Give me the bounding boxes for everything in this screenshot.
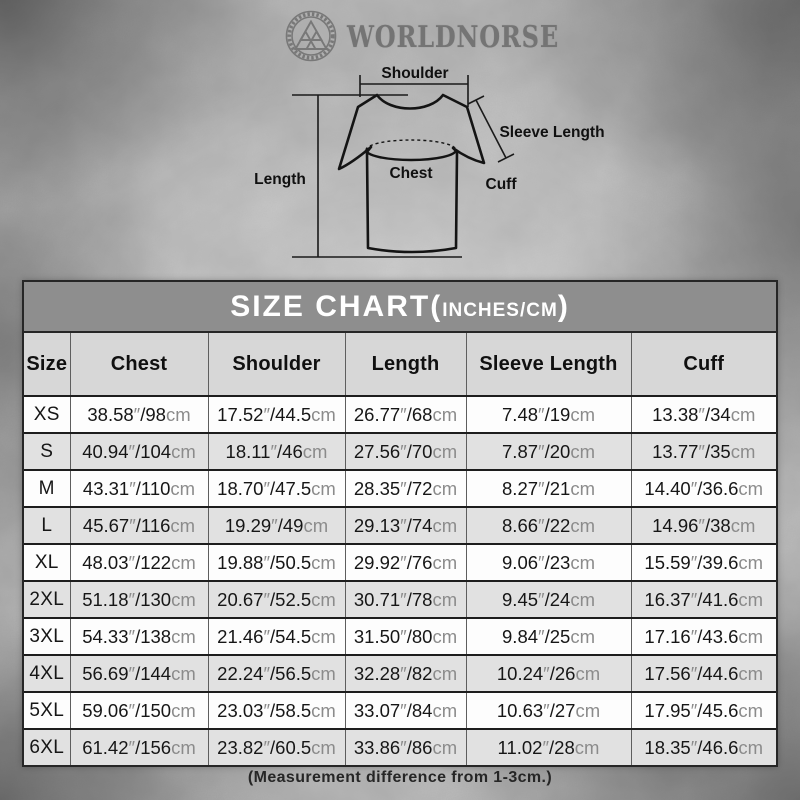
table-row-6xl: 6XL 61.42″/156cm 23.82″/60.5cm 33.86″/86cm 1… bbox=[24, 728, 776, 765]
table-row-s: S 40.94″/104cm 18.11″/46cm 27.56″/70cm 7.87″… bbox=[24, 432, 776, 470]
measurement-cell-sleeve-length: 10.63″/27cm bbox=[465, 691, 631, 729]
column-header-sleeve-length: Sleeve Length bbox=[465, 333, 631, 396]
measurement-cell-shoulder: 20.67″/52.5cm bbox=[207, 580, 345, 618]
size-cell: 2XL bbox=[24, 580, 70, 618]
measurement-cell-cuff: 17.95″/45.6cm bbox=[630, 691, 776, 729]
table-row-5xl: 5XL 59.06″/150cm 23.03″/58.5cm 33.07″/84cm 1… bbox=[24, 691, 776, 729]
table-row-l: L 45.67″/116cm 19.29″/49cm 29.13″/74cm 8.66″… bbox=[24, 506, 776, 544]
measurement-cell-cuff: 18.35″/46.6cm bbox=[630, 728, 776, 765]
length-dimension-line bbox=[292, 94, 462, 258]
measurement-cell-sleeve-length: 8.27″/21cm bbox=[465, 469, 631, 507]
measurement-cell-shoulder: 23.82″/60.5cm bbox=[207, 728, 345, 765]
measurement-cell-shoulder: 23.03″/58.5cm bbox=[207, 691, 345, 729]
measurement-cell-chest: 61.42″/156cm bbox=[69, 728, 208, 765]
measurement-cell-chest: 38.58″/98cm bbox=[69, 395, 208, 433]
measurement-cell-sleeve-length: 9.84″/25cm bbox=[465, 617, 631, 655]
size-table: Size Chest Shoulder Length Sleeve Length Cuff… bbox=[24, 333, 776, 765]
measurement-cell-cuff: 15.59″/39.6cm bbox=[630, 543, 776, 581]
measurement-cell-shoulder: 18.11″/46cm bbox=[207, 432, 345, 470]
diagram-label-chest: Chest bbox=[389, 165, 432, 182]
measurement-cell-shoulder: 19.88″/50.5cm bbox=[207, 543, 345, 581]
tshirt-measurement-diagram: Shoulder Sleeve Length Length Chest Cuff bbox=[254, 65, 605, 258]
measurement-cell-cuff: 16.37″/41.6cm bbox=[630, 580, 776, 618]
measurement-cell-chest: 43.31″/110cm bbox=[69, 469, 208, 507]
column-header-chest: Chest bbox=[69, 333, 208, 396]
size-cell: L bbox=[24, 506, 70, 544]
measurement-cell-sleeve-length: 9.45″/24cm bbox=[465, 580, 631, 618]
size-cell: S bbox=[24, 432, 70, 470]
measurement-cell-cuff: 13.38″/34cm bbox=[630, 395, 776, 433]
column-header-shoulder: Shoulder bbox=[207, 333, 345, 396]
size-chart-title-text: SIZE CHART( bbox=[230, 290, 443, 323]
diagram-label-sleeve-length: Sleeve Length bbox=[499, 124, 604, 141]
measurement-cell-length: 29.13″/74cm bbox=[344, 506, 466, 544]
measurement-cell-length: 31.50″/80cm bbox=[344, 617, 466, 655]
measurement-cell-shoulder: 22.24″/56.5cm bbox=[207, 654, 345, 692]
measurement-cell-length: 32.28″/82cm bbox=[344, 654, 466, 692]
measurement-cell-chest: 54.33″/138cm bbox=[69, 617, 208, 655]
size-chart-title: SIZE CHART(INCHES/CM) bbox=[24, 282, 776, 333]
measurement-cell-length: 28.35″/72cm bbox=[344, 469, 466, 507]
measurement-cell-cuff: 17.56″/44.6cm bbox=[630, 654, 776, 692]
measurement-cell-chest: 48.03″/122cm bbox=[69, 543, 208, 581]
measurement-cell-length: 33.07″/84cm bbox=[344, 691, 466, 729]
measurement-cell-length: 29.92″/76cm bbox=[344, 543, 466, 581]
column-header-length: Length bbox=[344, 333, 466, 396]
size-cell: 5XL bbox=[24, 691, 70, 729]
measurement-cell-chest: 40.94″/104cm bbox=[69, 432, 208, 470]
table-row-m: M 43.31″/110cm 18.70″/47.5cm 28.35″/72cm 8.2… bbox=[24, 469, 776, 507]
measurement-cell-length: 30.71″/78cm bbox=[344, 580, 466, 618]
measurement-cell-sleeve-length: 8.66″/22cm bbox=[465, 506, 631, 544]
measurement-cell-shoulder: 19.29″/49cm bbox=[207, 506, 345, 544]
diagram-label-length: Length bbox=[254, 171, 306, 188]
measurement-cell-chest: 45.67″/116cm bbox=[69, 506, 208, 544]
measurement-cell-chest: 51.18″/130cm bbox=[69, 580, 208, 618]
measurement-cell-shoulder: 17.52″/44.5cm bbox=[207, 395, 345, 433]
diagram-label-shoulder: Shoulder bbox=[381, 65, 448, 82]
measurement-cell-sleeve-length: 10.24″/26cm bbox=[465, 654, 631, 692]
measurement-cell-length: 33.86″/86cm bbox=[344, 728, 466, 765]
column-header-cuff: Cuff bbox=[630, 333, 776, 396]
column-header-size: Size bbox=[24, 333, 70, 396]
measurement-cell-sleeve-length: 9.06″/23cm bbox=[465, 543, 631, 581]
size-cell: XL bbox=[24, 543, 70, 581]
measurement-cell-sleeve-length: 11.02″/28cm bbox=[465, 728, 631, 765]
measurement-cell-cuff: 14.96″/38cm bbox=[630, 506, 776, 544]
size-chart-title-units: INCHES/CM bbox=[442, 300, 558, 321]
size-table-header-row: Size Chest Shoulder Length Sleeve Length Cuff bbox=[24, 333, 776, 396]
measurement-cell-sleeve-length: 7.48″/19cm bbox=[465, 395, 631, 433]
diagram-label-cuff: Cuff bbox=[486, 176, 518, 193]
measurement-cell-length: 26.77″/68cm bbox=[344, 395, 466, 433]
size-cell: 6XL bbox=[24, 728, 70, 765]
size-chart: SIZE CHART(INCHES/CM) Size Chest Shoulder L… bbox=[22, 280, 778, 767]
measurement-cell-cuff: 13.77″/35cm bbox=[630, 432, 776, 470]
table-row-2xl: 2XL 51.18″/130cm 20.67″/52.5cm 30.71″/78cm 9… bbox=[24, 580, 776, 618]
size-cell: 4XL bbox=[24, 654, 70, 692]
size-cell: 3XL bbox=[24, 617, 70, 655]
table-row-3xl: 3XL 54.33″/138cm 21.46″/54.5cm 31.50″/80cm 9… bbox=[24, 617, 776, 655]
measurement-cell-cuff: 17.16″/43.6cm bbox=[630, 617, 776, 655]
measurement-cell-shoulder: 18.70″/47.5cm bbox=[207, 469, 345, 507]
size-cell: M bbox=[24, 469, 70, 507]
chest-cylinder bbox=[364, 139, 458, 162]
measurement-cell-chest: 59.06″/150cm bbox=[69, 691, 208, 729]
measurement-cell-cuff: 14.40″/36.6cm bbox=[630, 469, 776, 507]
measurement-cell-length: 27.56″/70cm bbox=[344, 432, 466, 470]
brand-name: WORLDNORSE bbox=[347, 20, 559, 55]
table-row-xl: XL 48.03″/122cm 19.88″/50.5cm 29.92″/76cm 9.… bbox=[24, 543, 776, 581]
table-row-xs: XS 38.58″/98cm 17.52″/44.5cm 26.77″/68cm 7.4… bbox=[24, 395, 776, 433]
table-row-4xl: 4XL 56.69″/144cm 22.24″/56.5cm 32.28″/82cm 1… bbox=[24, 654, 776, 692]
measurement-note: (Measurement difference from 1-3cm.) bbox=[247, 769, 553, 786]
size-chart-title-paren: ) bbox=[557, 290, 570, 323]
measurement-cell-sleeve-length: 7.87″/20cm bbox=[465, 432, 631, 470]
size-cell: XS bbox=[24, 395, 70, 433]
measurement-cell-chest: 56.69″/144cm bbox=[69, 654, 208, 692]
measurement-cell-shoulder: 21.46″/54.5cm bbox=[207, 617, 345, 655]
